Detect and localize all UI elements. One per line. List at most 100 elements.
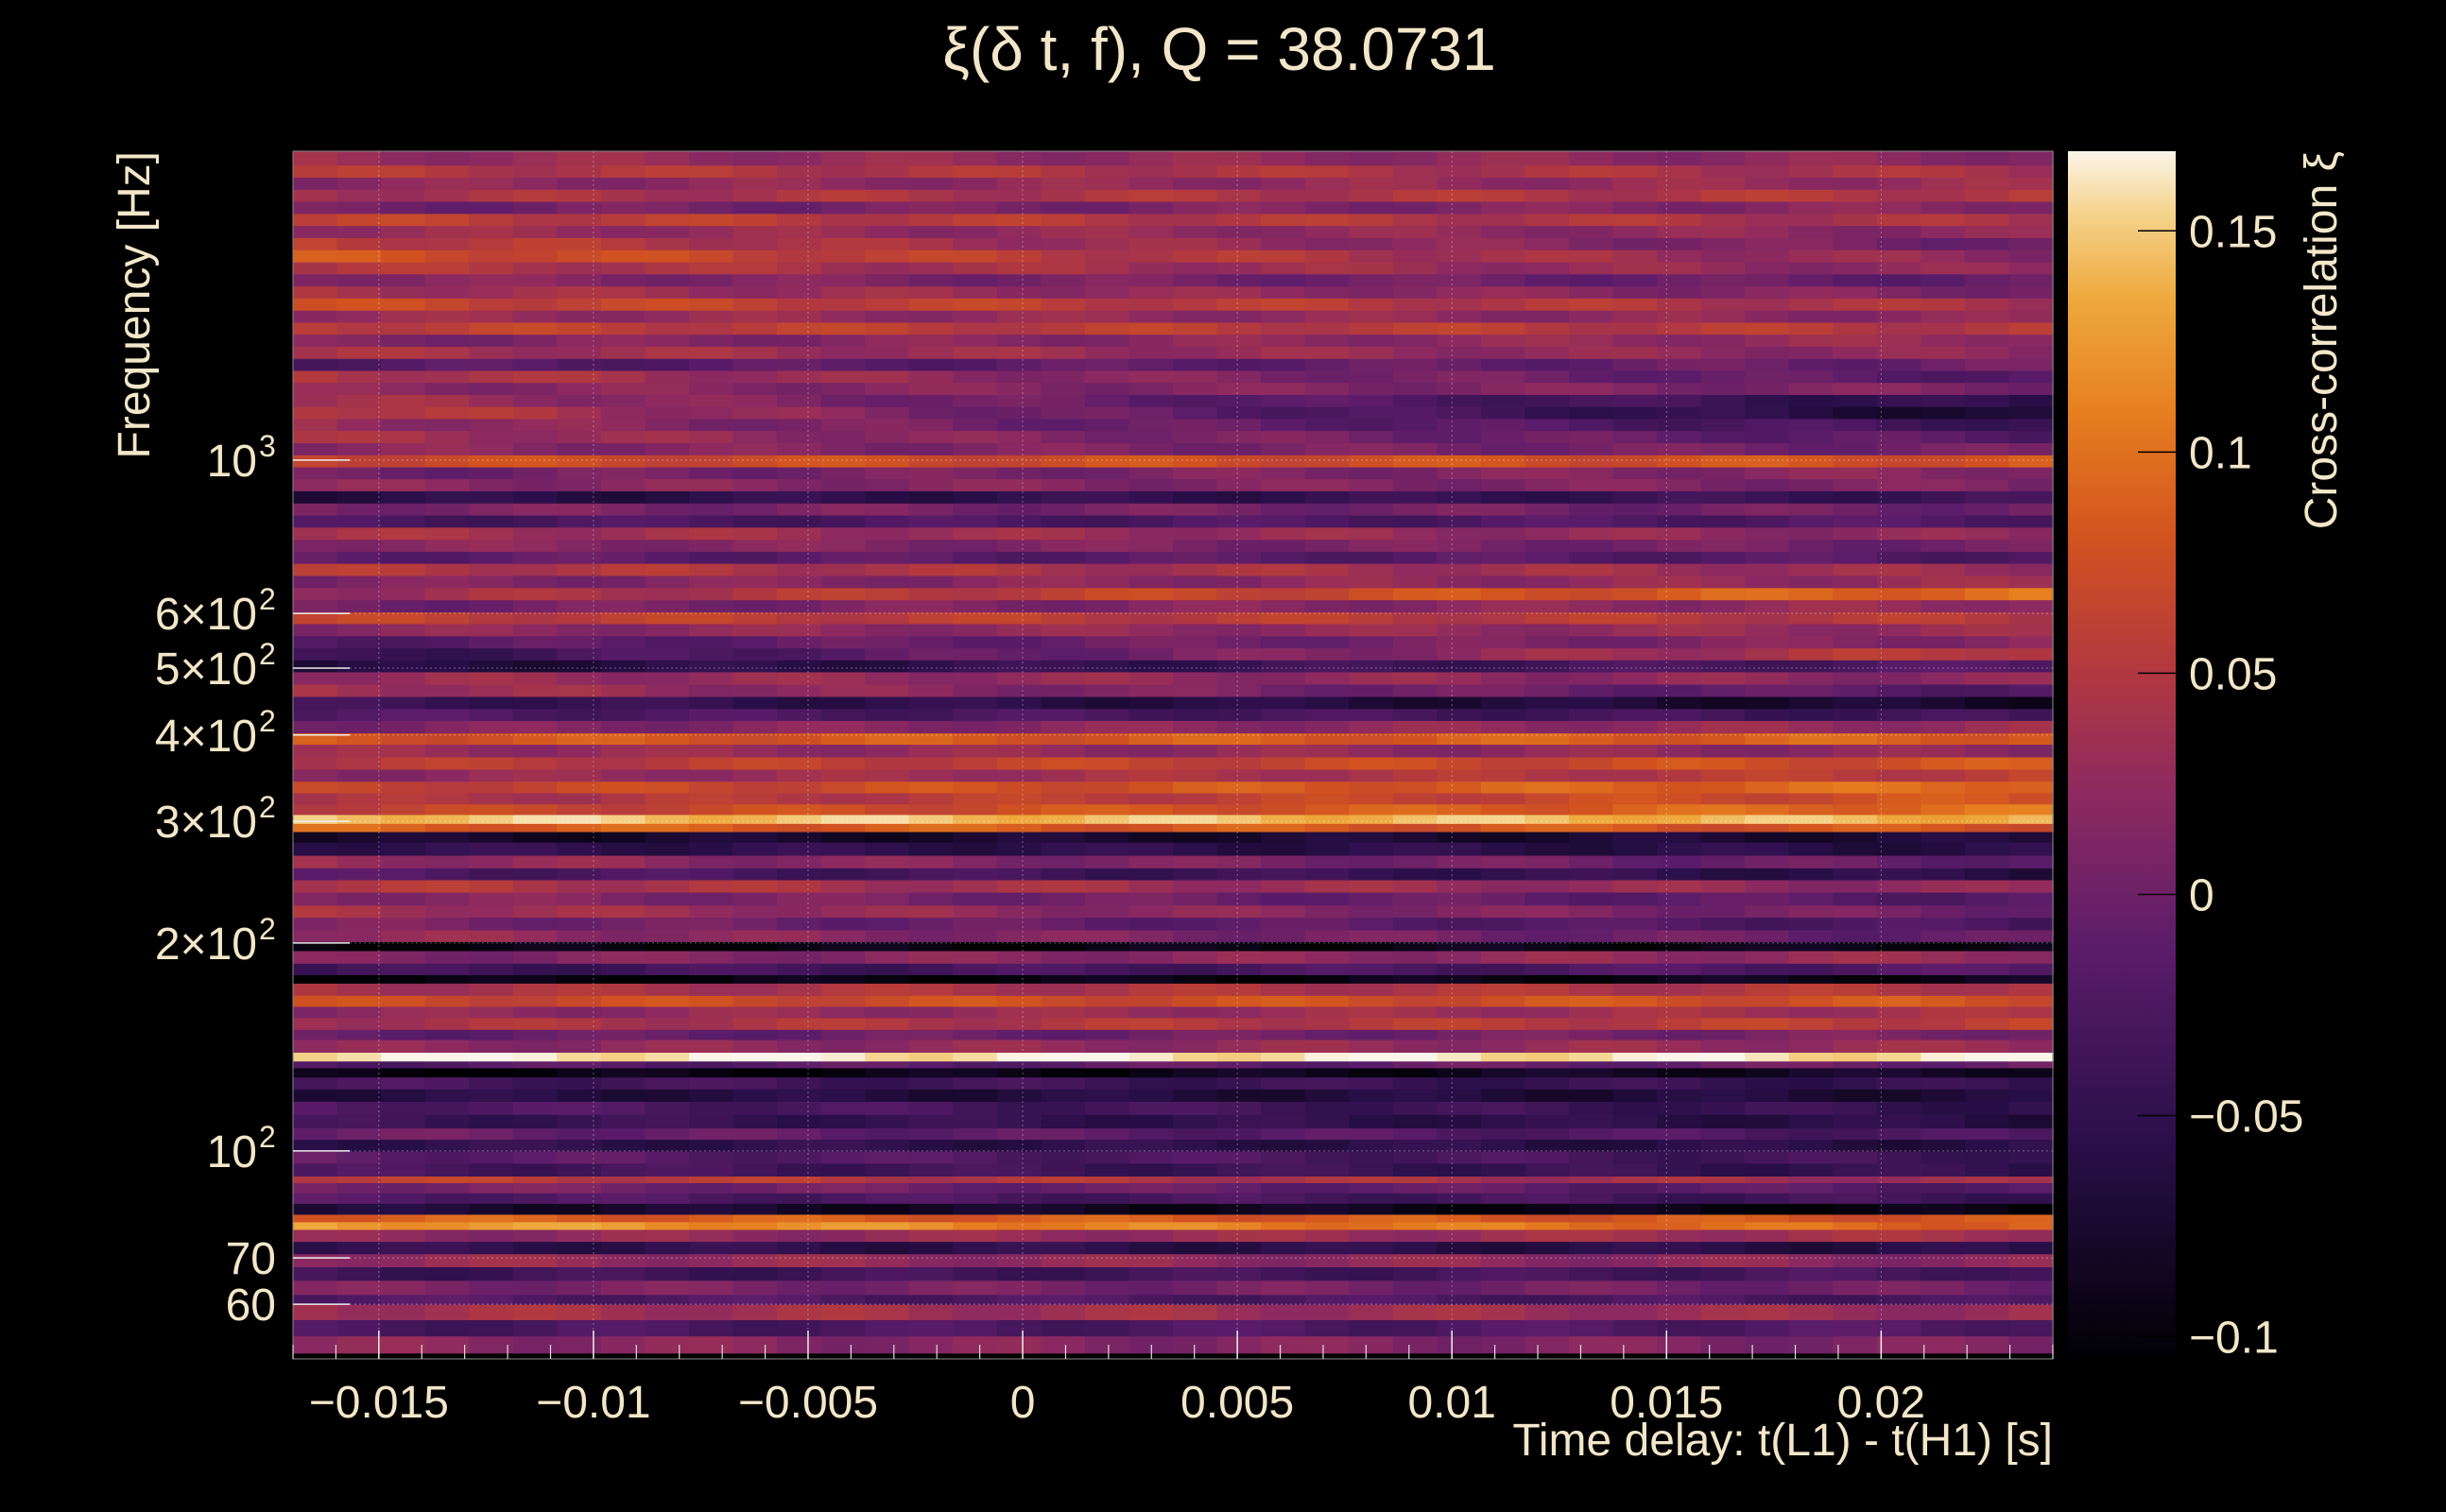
heatmap-cell bbox=[1173, 1017, 1218, 1030]
heatmap-cell bbox=[336, 237, 382, 250]
heatmap-cell bbox=[953, 298, 998, 311]
heatmap-cell bbox=[645, 1228, 690, 1243]
heatmap-cell bbox=[1084, 1139, 1130, 1152]
heatmap-cell bbox=[1657, 1176, 1702, 1183]
heatmap-cell bbox=[1876, 823, 1922, 833]
heatmap-cell bbox=[2008, 950, 2054, 964]
heatmap-cell bbox=[1700, 879, 1746, 893]
heatmap-cell bbox=[688, 1203, 734, 1215]
heatmap-band bbox=[293, 1228, 2054, 1243]
heatmap-cell bbox=[996, 1213, 1042, 1223]
heatmap-cell bbox=[1304, 442, 1350, 455]
heatmap-cell bbox=[2008, 551, 2054, 564]
heatmap-cell bbox=[381, 1304, 426, 1320]
heatmap-cell bbox=[1921, 1017, 1966, 1030]
heatmap-cell bbox=[1524, 803, 1570, 816]
heatmap-cell bbox=[512, 1182, 559, 1194]
heatmap-cell bbox=[1437, 1005, 1482, 1019]
heatmap-cell bbox=[777, 1193, 822, 1204]
heatmap-cell bbox=[645, 225, 690, 238]
heatmap-cell bbox=[469, 249, 514, 263]
heatmap-cell bbox=[1876, 611, 1922, 625]
heatmap-cell bbox=[688, 904, 734, 919]
heatmap-cell bbox=[1612, 1228, 1658, 1243]
heatmap-band bbox=[293, 708, 2054, 721]
heatmap-cell bbox=[1392, 744, 1438, 758]
heatmap-cell bbox=[865, 1335, 910, 1354]
heatmap-cell bbox=[777, 358, 822, 371]
heatmap-cell bbox=[1480, 1228, 1526, 1243]
heatmap-cell bbox=[600, 261, 646, 275]
heatmap-cell bbox=[1524, 358, 1570, 371]
heatmap-cell bbox=[2008, 756, 2054, 770]
heatmap-cell bbox=[1745, 200, 1790, 215]
heatmap-cell bbox=[1216, 189, 1262, 202]
heatmap-cell bbox=[1745, 418, 1790, 432]
heatmap-cell bbox=[1084, 814, 1130, 824]
heatmap-cell bbox=[1392, 189, 1438, 202]
heatmap-cell bbox=[820, 831, 866, 843]
heatmap-cell bbox=[996, 756, 1042, 770]
heatmap-cell bbox=[1261, 950, 1306, 964]
heatmap-cell bbox=[1437, 1335, 1482, 1354]
heatmap-cell bbox=[1657, 298, 1702, 311]
heatmap-cell bbox=[688, 455, 734, 468]
heatmap-cell bbox=[777, 490, 822, 504]
heatmap-cell bbox=[1657, 189, 1702, 202]
heatmap-cell bbox=[1128, 756, 1174, 770]
heatmap-cell bbox=[1657, 683, 1702, 697]
heatmap-cell bbox=[1216, 781, 1262, 794]
heatmap-cell bbox=[1216, 430, 1262, 443]
heatmap-cell bbox=[512, 369, 559, 384]
heatmap-cell bbox=[777, 1052, 822, 1062]
heatmap-cell bbox=[336, 225, 382, 238]
heatmap-cell bbox=[865, 1060, 910, 1069]
heatmap-cell bbox=[688, 1176, 734, 1183]
heatmap-cell bbox=[777, 298, 822, 311]
heatmap-cell bbox=[424, 514, 470, 528]
heatmap-cell bbox=[1261, 1005, 1306, 1019]
heatmap-cell bbox=[1437, 891, 1482, 906]
heatmap-cell bbox=[820, 213, 866, 227]
heatmap-cell bbox=[1480, 478, 1526, 491]
heatmap-cell bbox=[1041, 1005, 1086, 1019]
heatmap-cell bbox=[469, 879, 514, 893]
heatmap-cell bbox=[1700, 1005, 1746, 1019]
heatmap-cell bbox=[1392, 803, 1438, 816]
heatmap-cell bbox=[732, 1052, 778, 1062]
heatmap-cell bbox=[1349, 929, 1394, 942]
heatmap-cell bbox=[424, 575, 470, 589]
heatmap-cell bbox=[1921, 1039, 1966, 1053]
heatmap-cell bbox=[1612, 346, 1658, 359]
heatmap-cell bbox=[688, 177, 734, 190]
heatmap-cell bbox=[953, 285, 998, 299]
heatmap-cell bbox=[908, 623, 955, 637]
heatmap-cell bbox=[908, 406, 955, 420]
heatmap-cell bbox=[336, 781, 382, 794]
heatmap-cell bbox=[1612, 261, 1658, 275]
heatmap-cell bbox=[953, 929, 998, 942]
heatmap-cell bbox=[688, 1294, 734, 1305]
heatmap-cell bbox=[512, 478, 559, 491]
heatmap-cell bbox=[1788, 406, 1834, 420]
heatmap-cell bbox=[1437, 526, 1482, 541]
heatmap-cell bbox=[512, 1221, 559, 1230]
heatmap-cell bbox=[777, 1089, 822, 1102]
heatmap-cell bbox=[1964, 1280, 2010, 1296]
heatmap-cell bbox=[1876, 781, 1922, 794]
heatmap-cell bbox=[953, 1280, 998, 1296]
heatmap-cell bbox=[908, 842, 955, 856]
heatmap-cell bbox=[1612, 1162, 1658, 1177]
heatmap-cell bbox=[2008, 261, 2054, 275]
heatmap-cell bbox=[557, 1241, 602, 1255]
heatmap-cell bbox=[1700, 708, 1746, 721]
heatmap-cell bbox=[1964, 854, 2010, 868]
heatmap-cell bbox=[1657, 1114, 1702, 1129]
heatmap-cell bbox=[1833, 623, 1878, 637]
heatmap-cell bbox=[1568, 455, 1614, 468]
heatmap-cell bbox=[469, 623, 514, 637]
heatmap-cell bbox=[908, 442, 955, 455]
heatmap-cell bbox=[1261, 995, 1306, 1007]
heatmap-cell bbox=[1568, 213, 1614, 227]
heatmap-cell bbox=[732, 1335, 778, 1354]
